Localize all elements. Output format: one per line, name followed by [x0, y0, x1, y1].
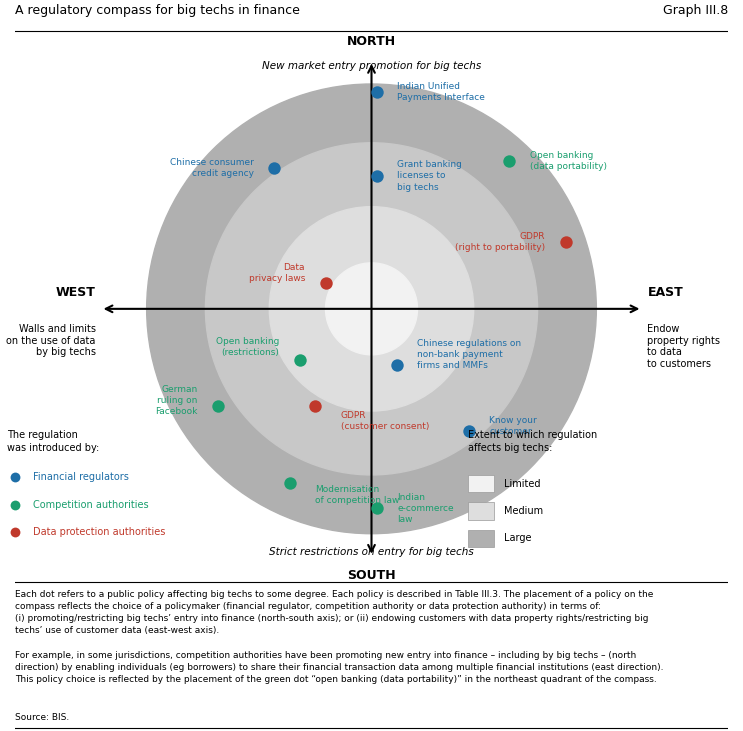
Text: Indian Unified
Payments Interface: Indian Unified Payments Interface [397, 82, 485, 102]
Text: Large: Large [504, 533, 532, 543]
Text: Extent to which regulation
affects big techs:: Extent to which regulation affects big t… [468, 430, 597, 453]
Text: Graph III.8: Graph III.8 [663, 4, 728, 18]
Point [371, 170, 383, 182]
Text: Source: BIS.: Source: BIS. [15, 713, 69, 721]
Point [371, 502, 383, 514]
Text: Medium: Medium [504, 506, 544, 516]
Text: GDPR
(customer consent): GDPR (customer consent) [341, 412, 429, 431]
Text: Chinese consumer
credit agency: Chinese consumer credit agency [170, 159, 254, 178]
Point [391, 359, 403, 371]
Text: New market entry promotion for big techs: New market entry promotion for big techs [262, 61, 481, 71]
Text: Data
privacy laws: Data privacy laws [249, 263, 305, 283]
Text: Data protection authorities: Data protection authorities [33, 527, 165, 537]
Point [9, 526, 21, 538]
Text: Indian
e-commerce
law: Indian e-commerce law [397, 493, 454, 523]
Point [371, 86, 383, 97]
Text: Limited: Limited [504, 479, 541, 488]
Point [284, 477, 296, 488]
Text: SOUTH: SOUTH [347, 569, 396, 583]
Text: Know your
customer: Know your customer [489, 417, 536, 436]
Text: NORTH: NORTH [347, 35, 396, 48]
Text: Open banking
(restrictions): Open banking (restrictions) [216, 337, 279, 357]
Text: Open banking
(data portability): Open banking (data portability) [530, 151, 607, 171]
Point [9, 471, 21, 483]
Text: Each dot refers to a public policy affecting big techs to some degree. Each poli: Each dot refers to a public policy affec… [15, 590, 653, 635]
Circle shape [146, 84, 597, 534]
Point [9, 499, 21, 510]
Text: WEST: WEST [56, 286, 96, 299]
Bar [468, 502, 494, 520]
Circle shape [269, 207, 474, 411]
Text: Endow
property rights
to data
to customers: Endow property rights to data to custome… [647, 324, 721, 369]
Circle shape [325, 263, 418, 355]
Text: The regulation
was introduced by:: The regulation was introduced by: [7, 430, 100, 453]
Text: Financial regulators: Financial regulators [33, 472, 129, 482]
Text: Competition authorities: Competition authorities [33, 500, 148, 510]
Text: German
ruling on
Facebook: German ruling on Facebook [155, 385, 198, 417]
Text: Walls and limits
on the use of data
by big techs: Walls and limits on the use of data by b… [6, 324, 96, 357]
Point [463, 425, 475, 437]
Text: A regulatory compass for big techs in finance: A regulatory compass for big techs in fi… [15, 4, 299, 18]
Point [504, 155, 516, 167]
Circle shape [205, 143, 538, 475]
Text: Modernisation
of competition law: Modernisation of competition law [315, 485, 400, 505]
Point [268, 162, 280, 174]
Point [309, 400, 321, 412]
Point [319, 278, 331, 289]
Point [294, 354, 306, 366]
Point [559, 237, 571, 249]
Text: GDPR
(right to portability): GDPR (right to portability) [455, 232, 545, 252]
Text: Grant banking
licenses to
big techs: Grant banking licenses to big techs [397, 160, 462, 192]
Text: Chinese regulations on
non-bank payment
firms and MMFs: Chinese regulations on non-bank payment … [418, 339, 522, 371]
Text: Strict restrictions on entry for big techs: Strict restrictions on entry for big tec… [269, 547, 474, 557]
Bar [468, 475, 494, 492]
Text: For example, in some jurisdictions, competition authorities have been promoting : For example, in some jurisdictions, comp… [15, 651, 663, 684]
Text: EAST: EAST [647, 286, 684, 299]
Bar [468, 529, 494, 547]
Point [212, 400, 224, 412]
